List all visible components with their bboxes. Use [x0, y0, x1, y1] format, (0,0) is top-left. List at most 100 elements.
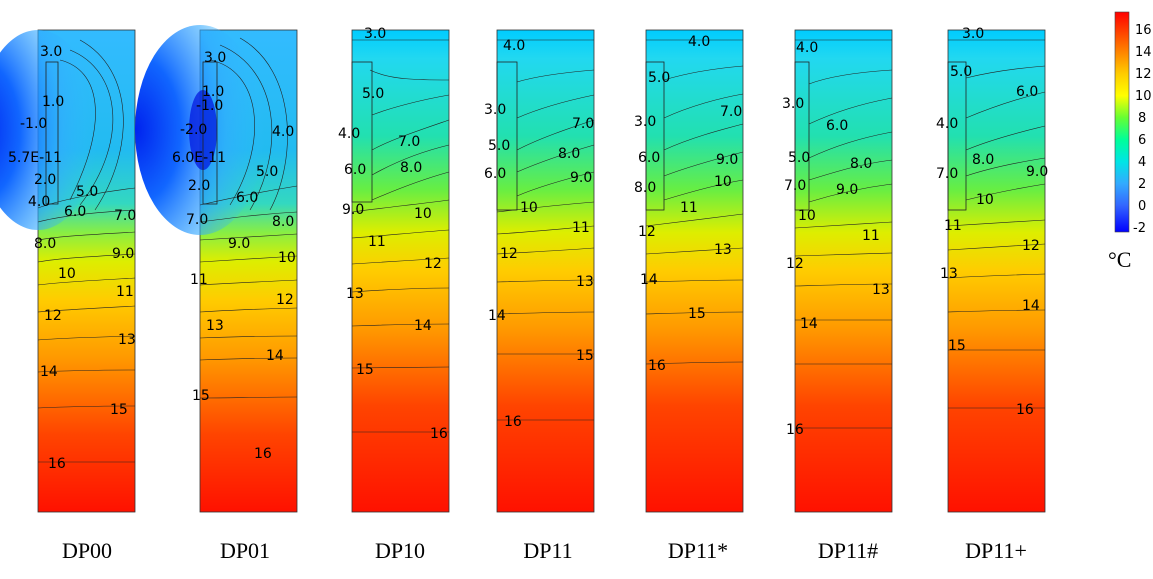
contour-label: 11	[116, 284, 134, 300]
contour-label: 15	[576, 348, 594, 364]
panel-dp11: 4.0 3.0 7.0 5.0 8.0 6.0 9.0 10 11 12 13 …	[484, 29, 595, 513]
contour-label: 12	[276, 292, 294, 308]
colorbar: 16 14 12 10 8 6 4 2 0 -2	[1114, 11, 1152, 236]
contour-label: 15	[356, 362, 374, 378]
contour-label: 3.0	[364, 26, 386, 42]
contour-label: 5.0	[788, 150, 810, 166]
contour-label: 9.0	[570, 170, 592, 186]
contour-label: 5.0	[362, 86, 384, 102]
contour-label: 4.0	[688, 34, 710, 50]
colorbar-tick: 8	[1138, 111, 1146, 126]
panel-dp11-star: 4.0 5.0 7.0 3.0 6.0 9.0 10 8.0 11 12 13 …	[634, 29, 744, 513]
contour-label: -2.0	[180, 122, 207, 138]
contour-label: 10	[976, 192, 994, 208]
contour-label: 4.0	[272, 124, 294, 140]
contour-label: 5.0	[256, 164, 278, 180]
panel-dp10: 3.0 5.0 4.0 7.0 6.0 8.0 9.0 10 11 12 13 …	[338, 26, 450, 513]
contour-label: 3.0	[484, 102, 506, 118]
borehole-outline	[947, 61, 967, 211]
colorbar-gradient	[1114, 11, 1130, 233]
contour-label: -1.0	[20, 116, 47, 132]
contour-label: 7.0	[784, 178, 806, 194]
contour-label: 8.0	[634, 180, 656, 196]
contour-label: 11	[862, 228, 880, 244]
contour-label: 14	[640, 272, 658, 288]
contour-label: 13	[940, 266, 958, 282]
colorbar-unit-label: °C	[1108, 247, 1132, 272]
contour-label: 12	[1022, 238, 1040, 254]
contour-label: 12	[500, 246, 518, 262]
contour-label: 9.0	[228, 236, 250, 252]
colorbar-tick: 16	[1135, 23, 1152, 38]
colorbar-tick: 10	[1135, 89, 1152, 104]
colorbar-tick: 2	[1138, 177, 1146, 192]
panel-field	[947, 29, 1046, 513]
contour-label: 3.0	[40, 44, 62, 60]
contour-label: 11	[368, 234, 386, 250]
contour-label: 3.0	[962, 26, 984, 42]
contour-label: 11	[572, 220, 590, 236]
contour-label: 8.0	[972, 152, 994, 168]
contour-label: 9.0	[716, 152, 738, 168]
contour-label: 4.0	[503, 38, 525, 54]
contour-label: 5.0	[76, 184, 98, 200]
isotherm-lines	[794, 39, 893, 429]
contour-label: 10	[58, 266, 76, 282]
panel-dp01: 3.0 1.0 -1.0 -2.0 4.0 6.0E-11 5.0 2.0 6.…	[135, 25, 298, 513]
contour-label: 16	[504, 414, 522, 430]
contour-label: 10	[714, 174, 732, 190]
contour-label: 8.0	[850, 156, 872, 172]
isotherm-lines	[199, 37, 298, 399]
contour-label: 6.0	[64, 204, 86, 220]
contour-label: 12	[44, 308, 62, 324]
panel-caption-dp11-hash: DP11#	[817, 538, 879, 563]
contour-label: 9.0	[836, 182, 858, 198]
contour-label: 14	[800, 316, 818, 332]
contour-label: 16	[1016, 402, 1034, 418]
borehole-outline	[645, 61, 665, 211]
contour-label: 5.0	[488, 138, 510, 154]
borehole-outline	[351, 61, 373, 203]
contour-label: 7.0	[936, 166, 958, 182]
contour-label: 16	[48, 456, 66, 472]
contour-label: 13	[118, 332, 136, 348]
contour-label: 11	[190, 272, 208, 288]
contour-label: 12	[638, 224, 656, 240]
panel-caption-dp10: DP10	[374, 538, 426, 563]
contour-label: 11	[680, 200, 698, 216]
contour-label: 10	[798, 208, 816, 224]
contour-label: 12	[786, 256, 804, 272]
panel-caption-dp01: DP01	[219, 538, 271, 563]
contour-label: 9.0	[1026, 164, 1048, 180]
panel-dp11-plus: 3.0 5.0 6.0 4.0 8.0 7.0 9.0 10 11 12 13 …	[936, 26, 1048, 513]
panel-caption-dp11-star: DP11*	[667, 538, 729, 563]
contour-label: 6.0	[484, 166, 506, 182]
contour-label: 3.0	[782, 96, 804, 112]
contour-label: 7.0	[186, 212, 208, 228]
isotherm-lines	[496, 39, 595, 421]
colorbar-tick: 6	[1138, 133, 1146, 148]
panel-field	[794, 29, 893, 513]
cold-core	[0, 30, 98, 230]
panel-dp00: 3.0 1.0 -1.0 5.7E-11 2.0 4.0 5.0 6.0 7.0…	[0, 29, 136, 513]
contour-label: 6.0E-11	[172, 150, 226, 166]
borehole-outline	[794, 61, 810, 211]
contour-label: 10	[520, 200, 538, 216]
contour-label: 11	[944, 218, 962, 234]
contour-label: 15	[688, 306, 706, 322]
contour-label: 15	[110, 402, 128, 418]
panel-caption-dp11: DP11	[523, 538, 573, 563]
panel-field	[645, 29, 744, 513]
isotherm-lines	[37, 39, 136, 463]
contour-label: 5.0	[648, 70, 670, 86]
contour-label: 6.0	[826, 118, 848, 134]
panel-caption-dp00: DP00	[61, 538, 113, 563]
contour-label: 1.0	[42, 94, 64, 110]
contour-label: 9.0	[112, 246, 134, 262]
contour-label: 14	[488, 308, 506, 324]
colorbar-tick: 12	[1135, 67, 1152, 82]
contour-label: 14	[40, 364, 58, 380]
contour-label: 16	[786, 422, 804, 438]
contour-label: 1.0	[202, 84, 224, 100]
panel-dp11-hash: 4.0 3.0 6.0 5.0 8.0 7.0 9.0 10 11 12 13 …	[782, 29, 893, 513]
